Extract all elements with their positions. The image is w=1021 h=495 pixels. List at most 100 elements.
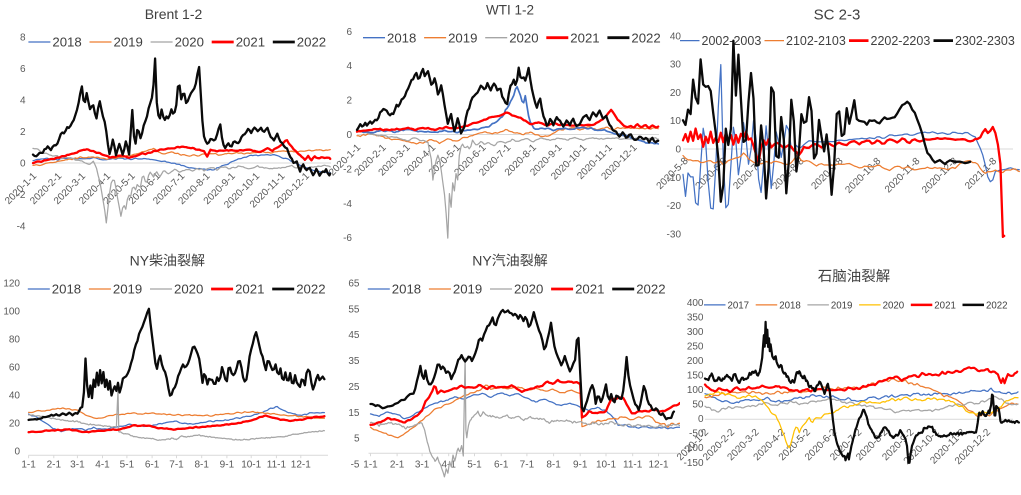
svg-text:2022: 2022 <box>296 282 325 297</box>
svg-text:40: 40 <box>670 31 682 42</box>
svg-text:WTI 1-2: WTI 1-2 <box>486 3 534 18</box>
svg-text:2017: 2017 <box>728 300 750 311</box>
svg-text:2021: 2021 <box>934 300 956 311</box>
svg-text:2-1: 2-1 <box>390 460 405 471</box>
svg-text:SC 2-3: SC 2-3 <box>814 7 861 24</box>
svg-text:-4: -4 <box>17 222 26 233</box>
svg-text:3-1: 3-1 <box>415 460 430 471</box>
svg-text:35: 35 <box>348 356 360 367</box>
svg-text:250: 250 <box>687 342 704 353</box>
svg-text:1-1: 1-1 <box>21 460 36 471</box>
svg-text:5: 5 <box>354 434 360 445</box>
svg-text:2018: 2018 <box>392 282 421 297</box>
svg-text:2: 2 <box>20 127 26 138</box>
svg-text:2-1: 2-1 <box>47 460 62 471</box>
svg-text:11-1: 11-1 <box>623 460 643 471</box>
svg-text:-50: -50 <box>689 429 704 440</box>
svg-text:2022: 2022 <box>636 282 665 297</box>
svg-text:2019: 2019 <box>113 282 142 297</box>
svg-text:2020: 2020 <box>514 282 543 297</box>
svg-text:2020: 2020 <box>883 300 905 311</box>
svg-text:60: 60 <box>9 363 21 374</box>
svg-text:12-1: 12-1 <box>291 460 311 471</box>
svg-text:150: 150 <box>687 371 704 382</box>
svg-text:65: 65 <box>348 279 360 290</box>
svg-text:2202-2203: 2202-2203 <box>871 34 931 48</box>
svg-text:5-1: 5-1 <box>120 460 135 471</box>
svg-text:50: 50 <box>692 400 704 411</box>
svg-text:30: 30 <box>670 60 682 71</box>
svg-text:-20: -20 <box>667 201 682 212</box>
svg-text:0: 0 <box>698 414 704 425</box>
svg-text:2018: 2018 <box>779 300 801 311</box>
svg-text:2018: 2018 <box>387 30 416 45</box>
svg-text:-150: -150 <box>683 458 703 469</box>
svg-text:2302-2303: 2302-2303 <box>955 34 1015 48</box>
svg-text:6: 6 <box>346 27 352 38</box>
svg-text:0: 0 <box>346 130 352 141</box>
svg-text:1-1: 1-1 <box>363 460 378 471</box>
svg-text:2019: 2019 <box>453 282 482 297</box>
svg-text:2021: 2021 <box>235 282 264 297</box>
svg-text:2019: 2019 <box>831 300 853 311</box>
svg-text:11-1: 11-1 <box>267 460 287 471</box>
svg-text:4: 4 <box>20 96 26 107</box>
svg-text:200: 200 <box>687 356 704 367</box>
svg-text:12-1: 12-1 <box>648 460 668 471</box>
svg-text:2102-2103: 2102-2103 <box>786 34 846 48</box>
svg-text:100: 100 <box>3 307 20 318</box>
svg-text:-2: -2 <box>17 190 26 201</box>
svg-text:NY: NY <box>472 252 492 268</box>
svg-text:2020: 2020 <box>174 282 203 297</box>
svg-text:8-1: 8-1 <box>194 460 209 471</box>
svg-text:2020: 2020 <box>175 35 204 50</box>
svg-text:2018: 2018 <box>52 282 81 297</box>
svg-text:Brent 1-2: Brent 1-2 <box>145 6 203 22</box>
svg-text:-2: -2 <box>343 164 352 175</box>
svg-text:3-1: 3-1 <box>70 460 85 471</box>
svg-text:15: 15 <box>348 408 360 419</box>
svg-text:2019: 2019 <box>114 35 143 50</box>
svg-text:400: 400 <box>687 298 704 309</box>
svg-text:NY: NY <box>130 252 150 268</box>
svg-text:2019: 2019 <box>448 30 477 45</box>
svg-text:55: 55 <box>348 304 360 315</box>
svg-text:-5: -5 <box>351 460 360 471</box>
svg-text:8: 8 <box>20 33 26 44</box>
svg-text:2021: 2021 <box>236 35 265 50</box>
svg-text:2021: 2021 <box>575 282 604 297</box>
svg-text:20: 20 <box>670 88 682 99</box>
svg-text:4-1: 4-1 <box>95 460 110 471</box>
svg-text:40: 40 <box>9 391 21 402</box>
svg-text:-30: -30 <box>667 229 682 240</box>
svg-text:2022: 2022 <box>986 300 1008 311</box>
svg-text:25: 25 <box>348 382 360 393</box>
svg-text:7-1: 7-1 <box>520 460 535 471</box>
svg-text:10-1: 10-1 <box>241 460 261 471</box>
svg-text:8-1: 8-1 <box>546 460 561 471</box>
svg-text:4: 4 <box>346 61 352 72</box>
svg-text:-10: -10 <box>667 173 682 184</box>
svg-text:120: 120 <box>3 279 20 290</box>
svg-text:0: 0 <box>20 159 26 170</box>
svg-text:9-1: 9-1 <box>220 460 235 471</box>
svg-text:2018: 2018 <box>52 35 81 50</box>
svg-text:100: 100 <box>687 385 704 396</box>
svg-text:45: 45 <box>348 330 360 341</box>
svg-text:6: 6 <box>20 64 26 75</box>
svg-text:300: 300 <box>687 327 704 338</box>
svg-text:2: 2 <box>346 96 352 107</box>
svg-text:80: 80 <box>9 335 21 346</box>
svg-text:7-1: 7-1 <box>169 460 184 471</box>
svg-text:0: 0 <box>675 145 681 156</box>
svg-text:2022: 2022 <box>297 35 326 50</box>
svg-text:-100: -100 <box>683 443 703 454</box>
svg-text:6-1: 6-1 <box>145 460 160 471</box>
svg-text:350: 350 <box>687 313 704 324</box>
svg-text:10-1: 10-1 <box>596 460 616 471</box>
svg-text:5-1: 5-1 <box>467 460 482 471</box>
svg-text:2020: 2020 <box>509 30 538 45</box>
svg-text:2021: 2021 <box>570 30 599 45</box>
svg-text:0: 0 <box>14 447 20 458</box>
svg-text:2022: 2022 <box>631 30 660 45</box>
